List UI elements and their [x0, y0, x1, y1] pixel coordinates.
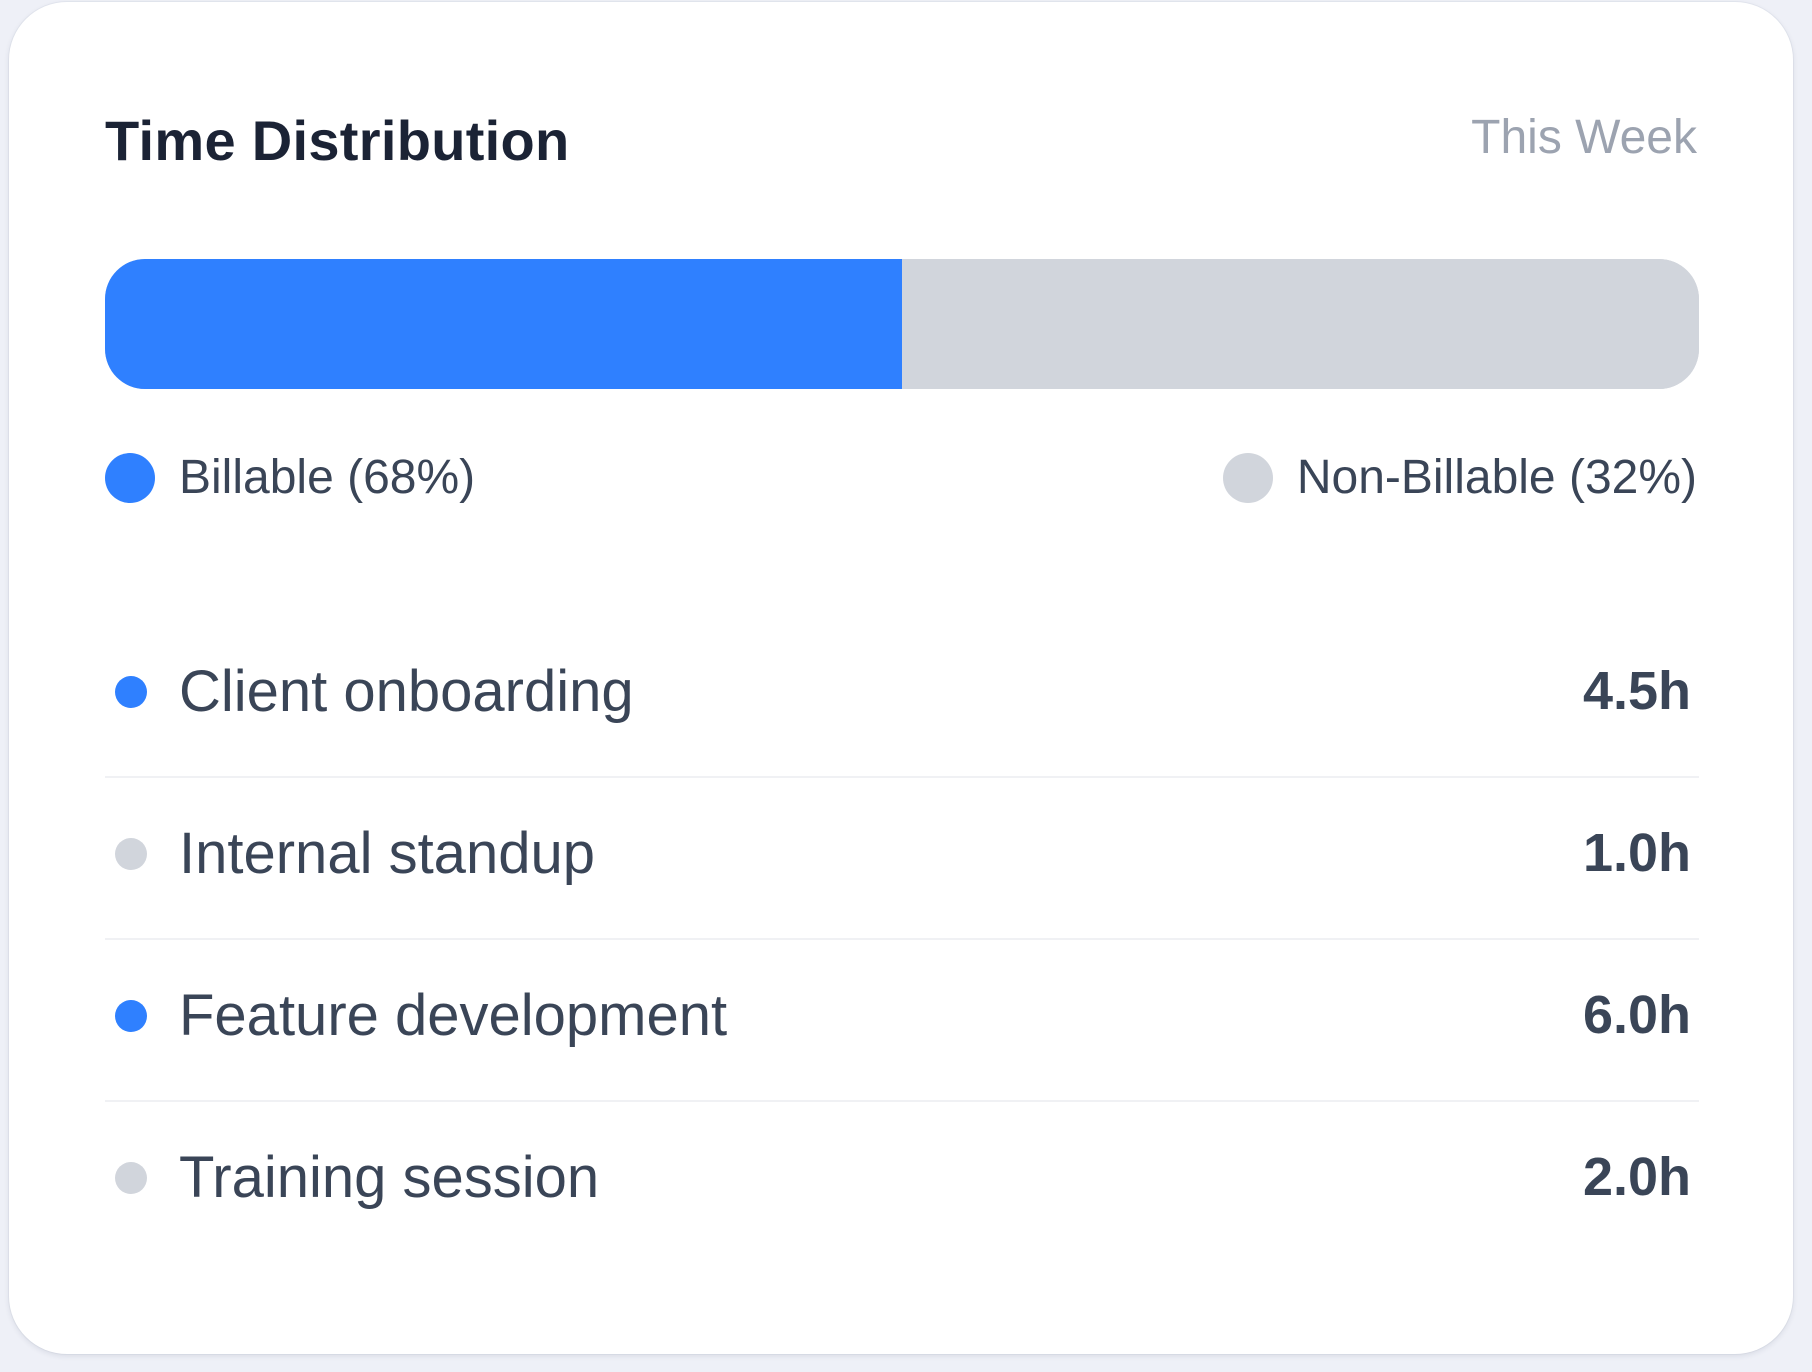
legend-label-non-billable: Non-Billable (32%) — [1296, 451, 1697, 504]
non-billable-segment — [902, 259, 1699, 389]
task-row[interactable]: Feature development 6.0h — [105, 940, 1699, 1102]
distribution-legend: Billable (68%) Non-Billable (32%) — [105, 450, 1697, 520]
task-hours: 1.0h — [1582, 823, 1691, 883]
time-distribution-card: Time Distribution This Week Billable (68… — [9, 2, 1793, 1354]
card-header: Time Distribution This Week — [105, 102, 1697, 182]
task-hours: 6.0h — [1582, 985, 1691, 1045]
task-status-dot-icon — [115, 1162, 147, 1194]
task-hours: 4.5h — [1582, 661, 1691, 721]
task-name: Client onboarding — [179, 659, 634, 724]
task-row[interactable]: Internal standup 1.0h — [105, 778, 1699, 940]
task-status-dot-icon — [115, 838, 147, 870]
task-name: Feature development — [179, 983, 728, 1048]
billable-segment — [105, 259, 902, 389]
task-list: Client onboarding 4.5h Internal standup … — [105, 616, 1699, 1264]
task-hours: 2.0h — [1582, 1147, 1691, 1207]
task-status-dot-icon — [115, 676, 147, 708]
task-row[interactable]: Client onboarding 4.5h — [105, 616, 1699, 778]
task-row[interactable]: Training session 2.0h — [105, 1102, 1699, 1264]
task-status-dot-icon — [115, 1000, 147, 1032]
billable-dot-icon — [105, 452, 155, 503]
distribution-bar — [105, 259, 1699, 389]
legend-item-non-billable: Non-Billable (32%) — [1222, 450, 1697, 505]
task-name: Training session — [179, 1145, 600, 1210]
legend-item-billable: Billable (68%) — [105, 450, 475, 505]
task-name: Internal standup — [179, 821, 595, 886]
period-selector[interactable]: This Week — [1471, 111, 1697, 164]
legend-label-billable: Billable (68%) — [179, 451, 476, 504]
non-billable-dot-icon — [1222, 452, 1273, 503]
card-title: Time Distribution — [105, 109, 570, 172]
